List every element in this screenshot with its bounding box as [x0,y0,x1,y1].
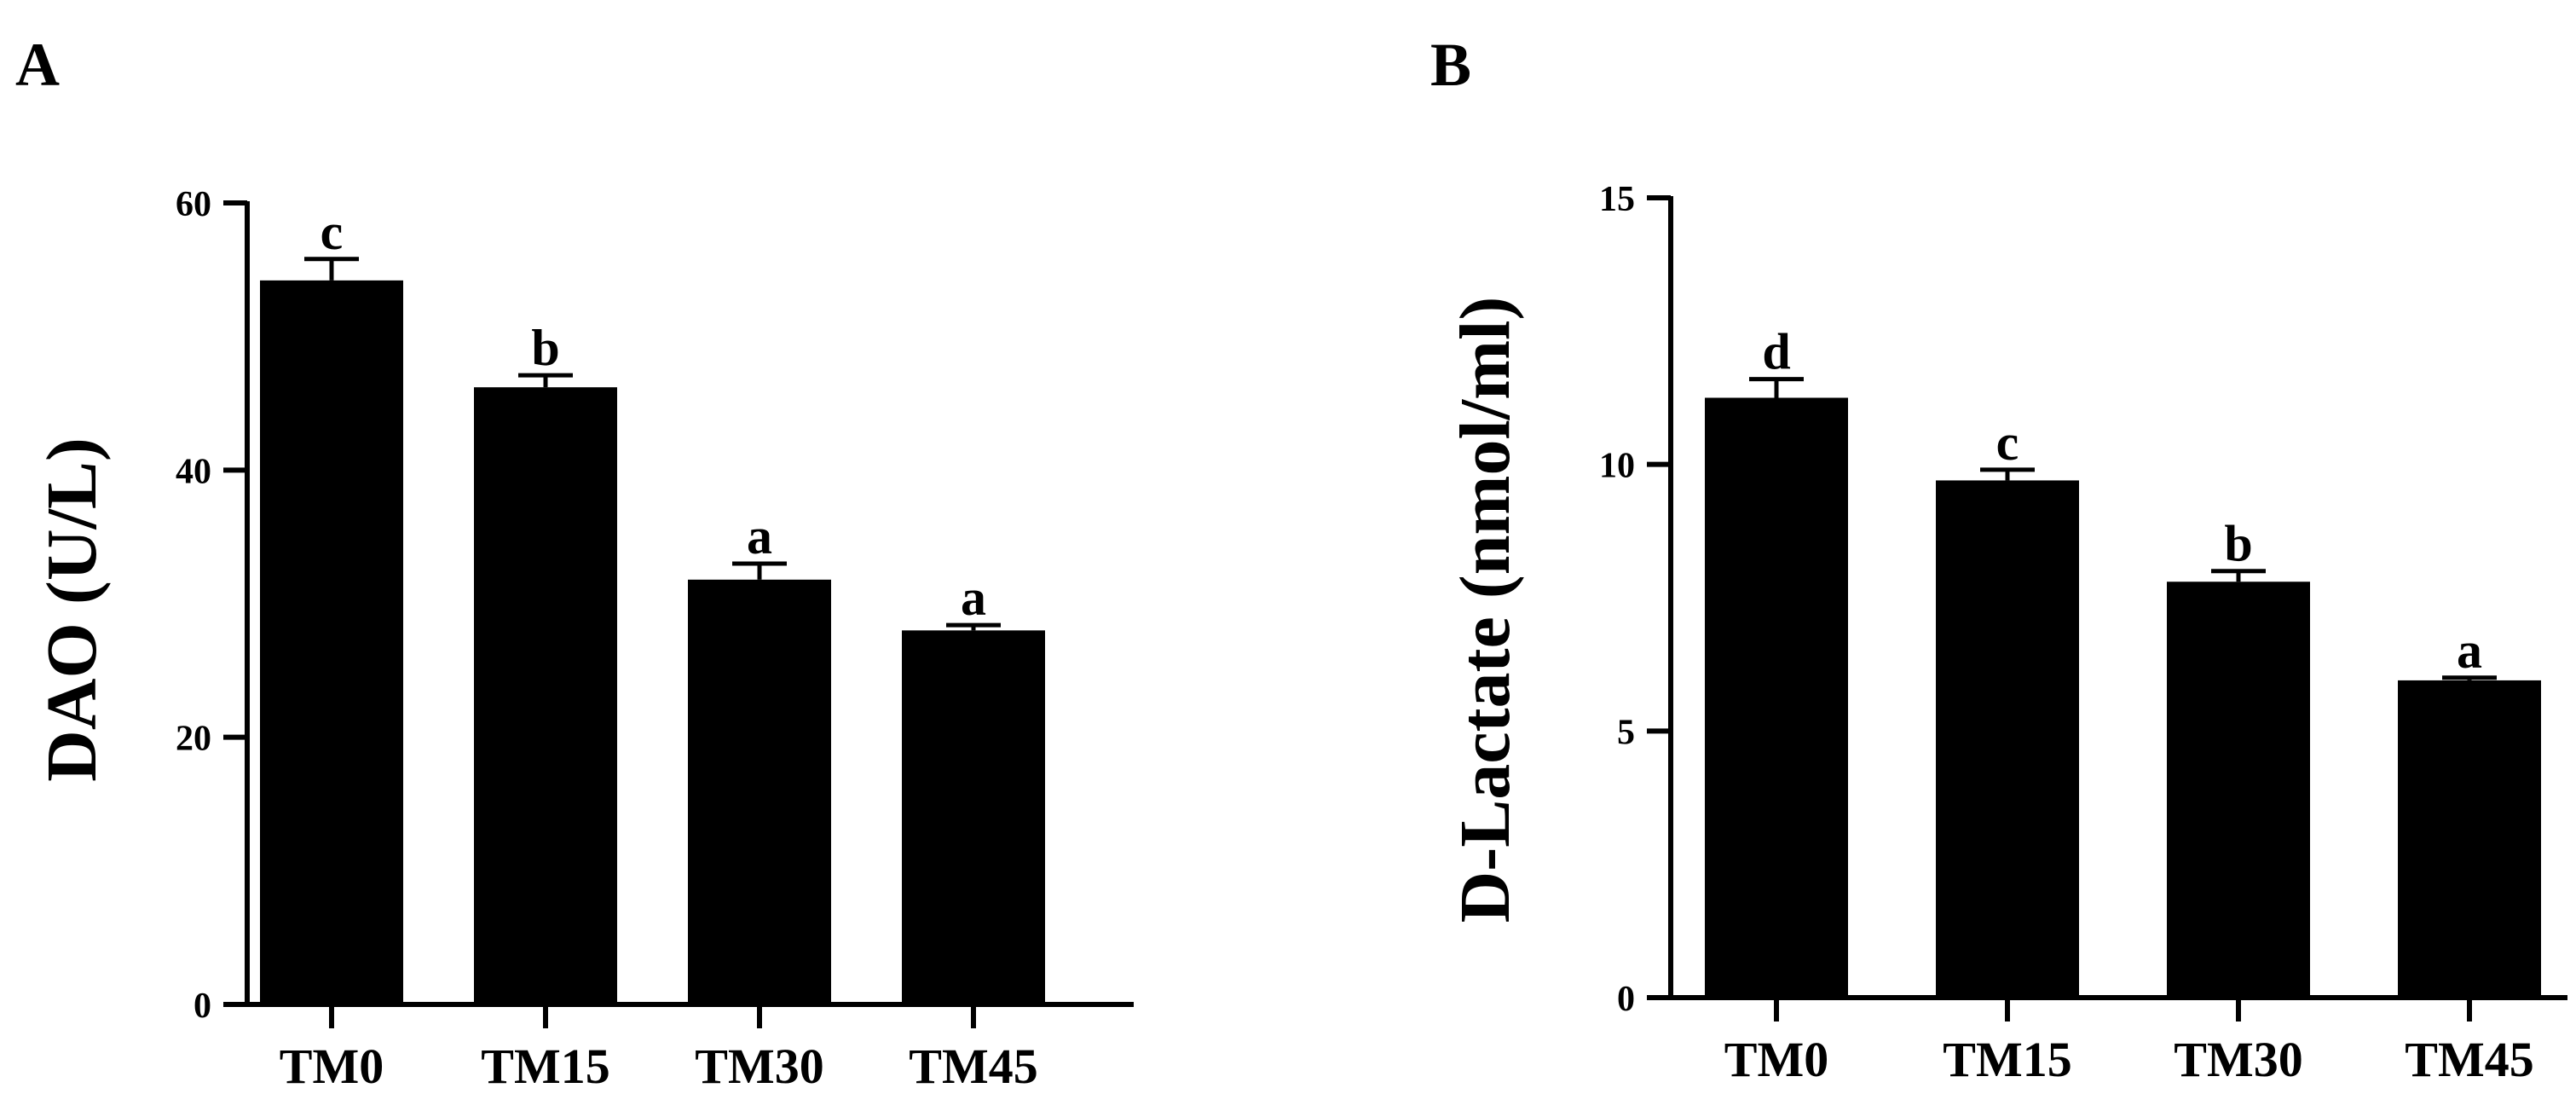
panel-b-bar-tm45 [2398,680,2541,998]
panel-a-x-tick-label: TM30 [695,1039,823,1094]
panel-a-x-tick-label: TM15 [481,1039,609,1094]
panel-a-significance-label: b [531,320,559,376]
panel-b-y-tick-label: 10 [1599,447,1635,486]
panel-a-y-tick-label: 0 [193,987,211,1026]
panel-a-y-tick-label: 20 [176,720,211,759]
panel-a-bar-tm0 [260,280,403,1004]
panel-a-x-tick-label: TM0 [280,1039,384,1094]
panel-a-bar-tm30 [688,579,831,1004]
panel-a-y-axis-label: DAO (U/L) [32,437,112,782]
panel-b-x-tick-label: TM15 [1943,1032,2071,1087]
panel-a-significance-label: a [747,508,772,564]
panel-b-y-tick-label: 0 [1617,980,1635,1019]
panel-b-bar-tm0 [1705,397,1848,998]
panel-a-bar-tm45 [902,630,1045,1004]
panel-a-y-tick-label: 60 [176,185,211,224]
panel-b-y-tick-label: 15 [1599,180,1635,219]
panel-b-significance-label: c [1996,414,2019,471]
panel-b-y-axis-label: D-Lactate (nmol/ml) [1446,297,1525,923]
panel-b-x-tick-label: TM45 [2405,1032,2533,1087]
panel-b-significance-label: a [2457,622,2482,679]
panel-a-significance-label: a [961,570,986,626]
panel-b-y-tick-label: 5 [1617,713,1635,752]
panel-a-label: A [15,31,60,99]
panel-a-chart: A DAO (U/L) 0 20 40 60 TM0 c TM15 b TM30 a TM45 a [15,31,1134,1094]
panel-a-y-tick-label: 40 [176,452,211,491]
panel-a-bar-tm15 [474,387,617,1004]
panel-a-significance-label: c [321,204,344,260]
panel-b-bar-tm30 [2167,582,2310,998]
panel-b-bar-tm15 [1936,480,2079,998]
panel-b-label: B [1430,31,1471,99]
panel-a-x-tick-label: TM45 [909,1039,1037,1094]
panel-b-x-tick-label: TM0 [1724,1032,1828,1087]
panel-b-x-tick-label: TM30 [2174,1032,2302,1087]
panel-b-significance-label: b [2224,516,2252,572]
panel-b-chart: B D-Lactate (nmol/ml) 0 5 10 15 TM0 d TM15 c TM3… [1430,31,2567,1087]
panel-b-significance-label: d [1762,324,1790,380]
